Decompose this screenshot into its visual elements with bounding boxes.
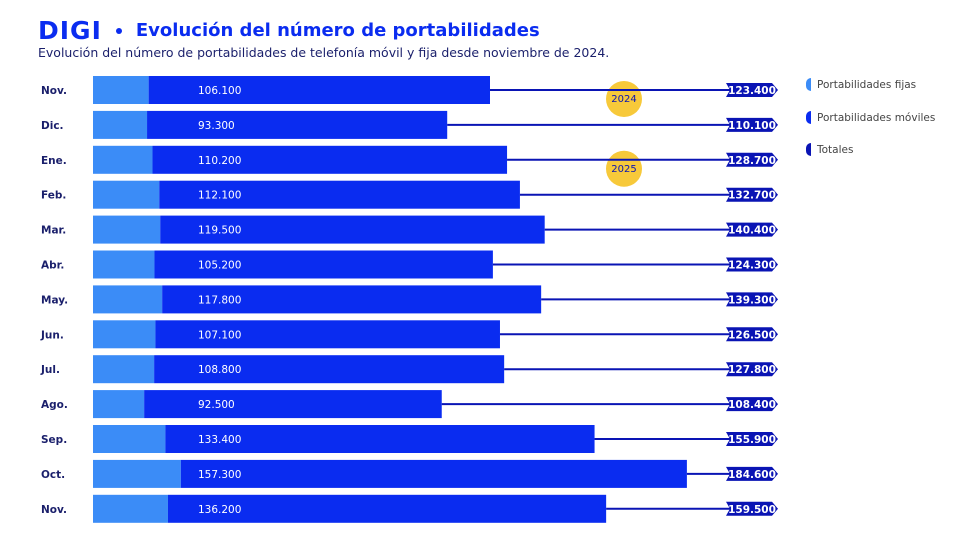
bar-fixed bbox=[93, 145, 153, 174]
legend-swatch bbox=[806, 111, 811, 124]
bar-mobile bbox=[180, 459, 687, 488]
category-label: Jun. bbox=[40, 329, 64, 341]
category-label: Abr. bbox=[41, 260, 64, 272]
total-value-label: 128.700 bbox=[728, 155, 776, 167]
category-label: Feb. bbox=[41, 190, 66, 202]
total-value-label: 140.400 bbox=[728, 225, 776, 237]
total-tag bbox=[726, 117, 778, 132]
total-value-label: 159.500 bbox=[728, 504, 776, 516]
year-label: 2024 bbox=[611, 94, 636, 105]
bar-fixed bbox=[93, 76, 149, 104]
year-label: 2025 bbox=[611, 164, 636, 175]
mobile-value-label: 93.300 bbox=[198, 120, 235, 132]
category-label: Ene. bbox=[41, 155, 67, 167]
total-value-label: 110.100 bbox=[728, 120, 776, 132]
legend-swatch bbox=[806, 78, 811, 91]
total-value-label: 155.900 bbox=[728, 434, 776, 446]
bar-fixed bbox=[93, 494, 168, 523]
bar-mobile bbox=[159, 180, 520, 209]
total-value-label: 139.300 bbox=[728, 294, 776, 306]
legend-item-total: Totales bbox=[806, 143, 853, 156]
legend-label: Portabilidades fijas bbox=[817, 78, 917, 91]
total-tag bbox=[726, 222, 778, 237]
legend-swatch bbox=[806, 143, 811, 156]
total-value-label: 124.300 bbox=[728, 260, 776, 272]
category-label: Nov. bbox=[41, 85, 67, 97]
total-tag bbox=[726, 292, 778, 307]
header: DIGI Evolución del número de portabilida… bbox=[38, 16, 540, 45]
legend-label: Totales bbox=[817, 143, 854, 156]
mobile-value-label: 107.100 bbox=[198, 329, 241, 341]
mobile-value-label: 92.500 bbox=[198, 399, 235, 411]
bar-mobile bbox=[144, 390, 442, 419]
mobile-value-label: 106.100 bbox=[198, 85, 241, 97]
total-value-label: 126.500 bbox=[728, 329, 776, 341]
mobile-value-label: 112.100 bbox=[198, 190, 241, 202]
bar-mobile bbox=[155, 320, 500, 349]
total-value-label: 184.600 bbox=[728, 469, 776, 481]
legend-label: Portabilidades móviles bbox=[817, 111, 936, 124]
category-label: Oct. bbox=[41, 469, 65, 481]
mobile-value-label: 157.300 bbox=[198, 469, 241, 481]
category-label: Ago. bbox=[41, 399, 68, 411]
total-value-label: 132.700 bbox=[728, 190, 776, 202]
bar-mobile bbox=[167, 494, 607, 523]
total-value-label: 123.400 bbox=[728, 85, 776, 97]
bar-fixed bbox=[93, 215, 161, 244]
category-label: May. bbox=[41, 294, 68, 306]
mobile-value-label: 110.200 bbox=[198, 155, 241, 167]
legend-item-fixed: Portabilidades fijas bbox=[806, 78, 916, 91]
bar-fixed bbox=[93, 390, 145, 419]
mobile-value-label: 117.800 bbox=[198, 294, 241, 306]
legend-item-mobile: Portabilidades móviles bbox=[806, 111, 935, 124]
bar-mobile bbox=[154, 355, 505, 384]
bar-fixed bbox=[93, 320, 156, 349]
total-tag bbox=[726, 83, 778, 97]
bar-fixed bbox=[93, 425, 166, 453]
category-label: Nov. bbox=[41, 504, 67, 516]
total-tag bbox=[726, 152, 778, 167]
total-tag bbox=[726, 187, 778, 202]
bar-mobile bbox=[147, 110, 448, 139]
total-tag bbox=[726, 432, 778, 446]
mobile-value-label: 133.400 bbox=[198, 434, 241, 446]
bullet-dot bbox=[115, 27, 122, 34]
category-label: Jul. bbox=[40, 364, 60, 376]
mobile-value-label: 119.500 bbox=[198, 225, 241, 237]
bar-mobile bbox=[162, 285, 542, 314]
bar-mobile bbox=[160, 215, 545, 244]
mobile-value-label: 108.800 bbox=[198, 364, 241, 376]
category-label: Dic. bbox=[41, 120, 64, 132]
total-tag bbox=[726, 501, 778, 516]
bar-mobile bbox=[148, 76, 490, 104]
bar-fixed bbox=[93, 355, 155, 384]
total-tag bbox=[726, 327, 778, 342]
bar-mobile bbox=[152, 145, 508, 174]
page-subtitle: Evolución del número de portabilidades d… bbox=[38, 45, 610, 60]
bar-fixed bbox=[93, 180, 160, 209]
bar-fixed bbox=[93, 459, 181, 488]
category-label: Mar. bbox=[41, 225, 66, 237]
mobile-value-label: 136.200 bbox=[198, 504, 241, 516]
bar-fixed bbox=[93, 285, 163, 314]
bar-fixed bbox=[93, 250, 155, 279]
total-tag bbox=[726, 466, 778, 481]
bar-fixed bbox=[93, 110, 148, 139]
total-tag bbox=[726, 397, 778, 412]
bar-mobile bbox=[154, 250, 493, 279]
total-value-label: 108.400 bbox=[728, 399, 776, 411]
bar-mobile bbox=[165, 425, 595, 453]
total-value-label: 127.800 bbox=[728, 364, 776, 376]
total-tag bbox=[726, 257, 778, 272]
total-tag bbox=[726, 362, 778, 377]
digi-logo: DIGI bbox=[38, 16, 102, 45]
category-label: Sep. bbox=[41, 434, 67, 446]
page-title: Evolución del número de portabilidades bbox=[135, 20, 540, 41]
mobile-value-label: 105.200 bbox=[198, 260, 241, 272]
